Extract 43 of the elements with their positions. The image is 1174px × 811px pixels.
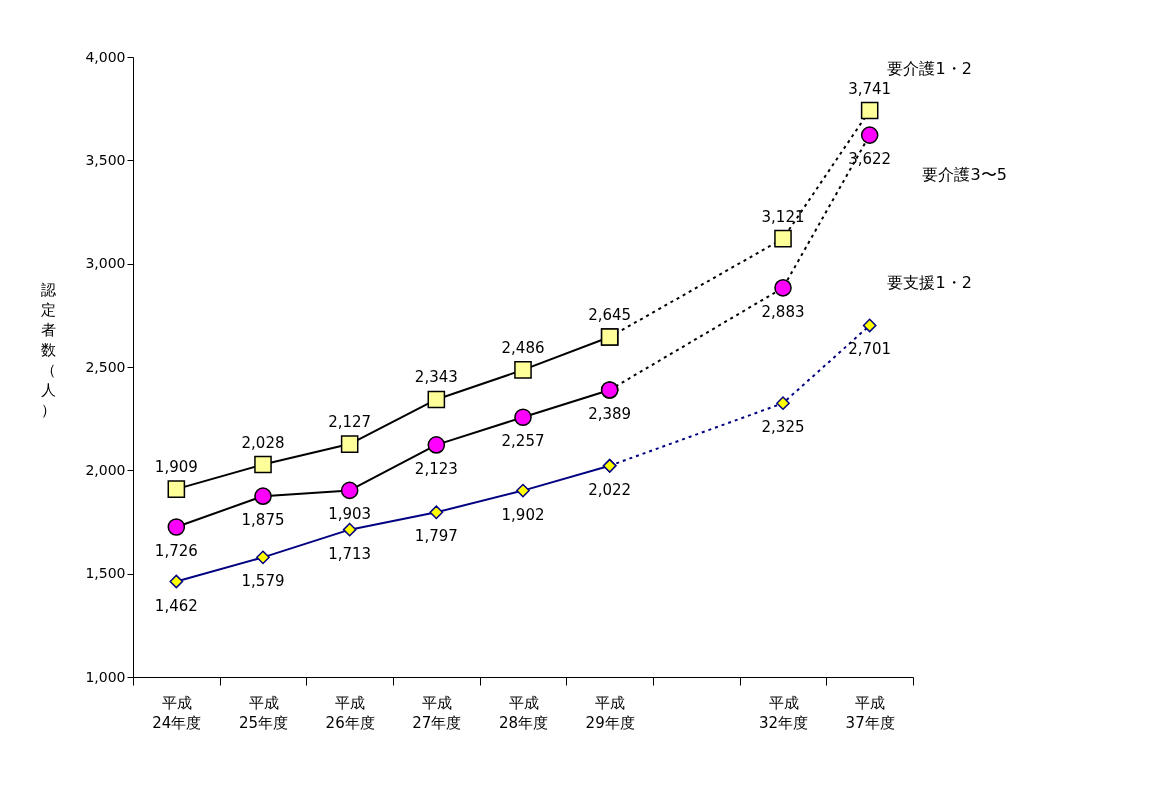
data-label: 1,713 xyxy=(328,544,372,563)
data-label: 1,902 xyxy=(501,505,545,524)
y-tick-label: 3,000 xyxy=(85,255,126,272)
x-tick-label: 平成 24年度 xyxy=(152,693,202,732)
x-tick-label: 平成 27年度 xyxy=(412,693,462,732)
data-label: 1,875 xyxy=(241,511,285,530)
y-axis-title: 認定者数（人） xyxy=(41,280,56,419)
x-tick-label: 平成 26年度 xyxy=(325,693,375,732)
data-label: 2,028 xyxy=(241,433,285,452)
x-tick-label: 平成 25年度 xyxy=(238,693,289,732)
data-label: 1,797 xyxy=(414,527,458,546)
data-label: 2,325 xyxy=(761,418,805,437)
data-label: 2,486 xyxy=(501,338,545,357)
data-label: 2,123 xyxy=(414,459,458,478)
data-label: 1,726 xyxy=(154,541,198,560)
data-label: 2,022 xyxy=(588,480,632,499)
y-tick-label: 1,500 xyxy=(85,565,126,582)
y-tick-label: 1,000 xyxy=(85,668,126,685)
data-label: 3,741 xyxy=(848,79,892,98)
data-label: 1,462 xyxy=(154,596,198,615)
data-label: 2,127 xyxy=(328,413,372,432)
text: 要介護3〜5 xyxy=(922,165,1007,185)
data-label: 1,909 xyxy=(154,458,198,477)
x-tick-label: 平成 37年度 xyxy=(845,693,895,732)
y-tick-label: 4,000 xyxy=(85,48,126,65)
x-tick-label: 平成 29年度 xyxy=(585,693,635,732)
data-label: 2,257 xyxy=(501,432,545,451)
y-tick-label: 3,500 xyxy=(85,151,126,168)
data-label: 1,579 xyxy=(241,572,285,591)
y-tick-label: 2,000 xyxy=(85,461,126,478)
y-tick-label: 2,500 xyxy=(85,358,126,375)
data-label: 2,343 xyxy=(414,368,458,387)
series-label: 要介護1・2 xyxy=(887,58,972,78)
x-tick-label: 平成 28年度 xyxy=(498,693,549,732)
data-label: 2,645 xyxy=(588,306,632,325)
data-label: 2,883 xyxy=(761,302,805,321)
data-label: 3,622 xyxy=(848,150,892,169)
data-label: 1,903 xyxy=(328,505,372,524)
x-tick-label: 平成 32年度 xyxy=(758,693,809,732)
data-label: 3,121 xyxy=(761,207,805,226)
text: 要支援1・2 xyxy=(887,273,972,293)
data-label: 2,701 xyxy=(848,340,892,359)
data-label: 2,389 xyxy=(588,404,632,423)
